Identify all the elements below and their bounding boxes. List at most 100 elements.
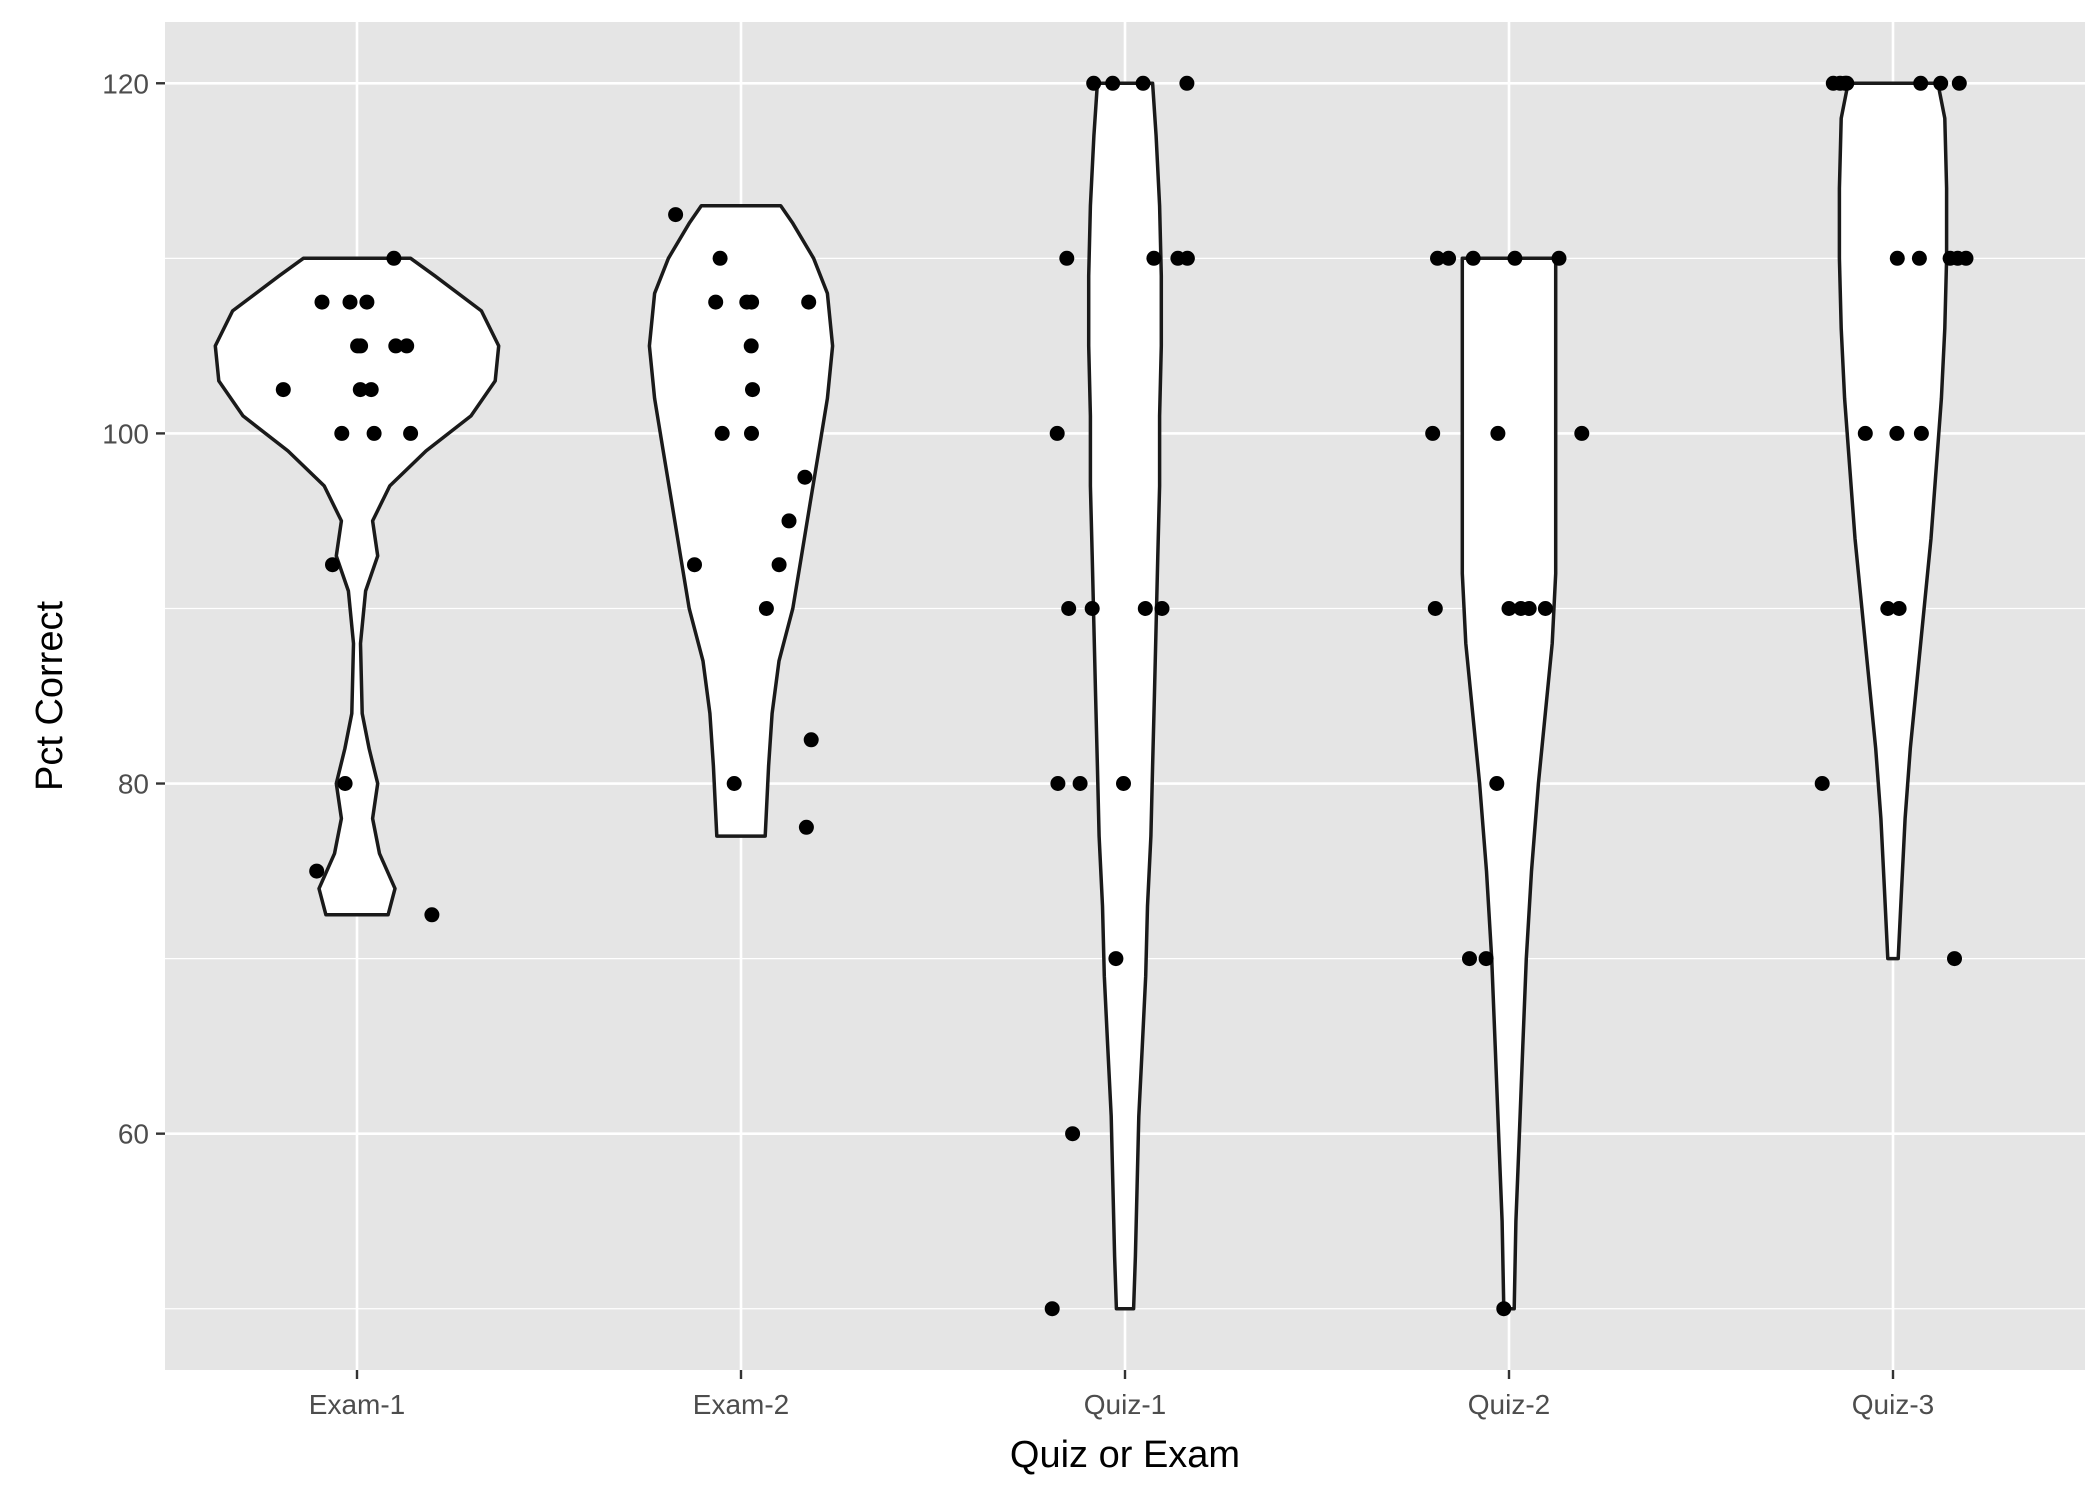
data-point xyxy=(1049,425,1065,441)
data-point xyxy=(1825,75,1841,91)
data-point xyxy=(1490,425,1506,441)
data-point xyxy=(803,732,819,748)
data-point xyxy=(1913,75,1929,91)
data-point xyxy=(1891,601,1907,616)
data-point xyxy=(714,425,730,441)
data-point xyxy=(1574,425,1590,441)
data-point xyxy=(1441,250,1457,266)
data-point xyxy=(366,425,382,441)
data-point xyxy=(712,250,728,266)
x-axis-title: Quiz or Exam xyxy=(1010,1434,1240,1476)
x-tick-label: Exam-2 xyxy=(693,1389,789,1420)
y-tick-label: 120 xyxy=(102,68,149,99)
data-point xyxy=(1880,601,1896,616)
data-point xyxy=(1170,250,1186,266)
data-point xyxy=(1951,75,1967,91)
data-point xyxy=(1837,75,1853,91)
data-point xyxy=(744,294,760,310)
point-layer xyxy=(275,75,1974,1317)
data-point xyxy=(1551,250,1567,266)
data-point xyxy=(386,250,402,266)
data-point xyxy=(726,776,742,791)
data-point xyxy=(309,863,325,879)
data-point xyxy=(1044,1301,1060,1317)
y-tick-label: 60 xyxy=(118,1119,149,1150)
data-point xyxy=(1146,250,1162,266)
data-point xyxy=(1521,601,1537,616)
y-tick-label: 100 xyxy=(102,418,149,449)
data-point xyxy=(359,294,375,310)
data-point xyxy=(781,513,797,529)
data-point xyxy=(668,207,684,223)
data-point xyxy=(1154,601,1170,616)
x-tick-label: Quiz-2 xyxy=(1468,1389,1550,1420)
data-point xyxy=(1496,1301,1512,1317)
y-tick-label: 80 xyxy=(118,769,149,800)
data-point xyxy=(1050,776,1066,791)
data-point xyxy=(403,425,419,441)
data-point xyxy=(1137,601,1153,616)
data-point xyxy=(1489,776,1505,791)
data-point xyxy=(1084,601,1100,616)
data-point xyxy=(353,338,369,354)
data-point xyxy=(1105,75,1121,91)
data-point xyxy=(1889,425,1905,441)
data-point xyxy=(1465,250,1481,266)
data-point xyxy=(325,557,340,573)
violin-exam-1 xyxy=(213,256,501,917)
x-tick-label: Quiz-3 xyxy=(1852,1389,1934,1420)
data-point xyxy=(708,294,724,310)
x-tick-label: Exam-1 xyxy=(309,1389,405,1420)
data-point xyxy=(1537,601,1553,616)
x-tick-label: Quiz-1 xyxy=(1084,1389,1166,1420)
data-point xyxy=(1427,601,1443,616)
data-point xyxy=(1478,951,1494,967)
data-point xyxy=(1179,75,1195,91)
data-point xyxy=(797,469,813,485)
data-point xyxy=(798,819,814,835)
data-point xyxy=(363,382,379,398)
data-point xyxy=(687,557,702,573)
data-point xyxy=(771,557,787,573)
data-point xyxy=(1814,776,1830,791)
data-point xyxy=(743,338,759,354)
data-point xyxy=(334,425,350,441)
data-point xyxy=(1913,425,1929,441)
data-point xyxy=(1116,776,1131,791)
data-point xyxy=(352,382,368,398)
data-point xyxy=(1911,250,1927,266)
data-point xyxy=(1072,776,1088,791)
data-point xyxy=(1065,1126,1081,1142)
data-point xyxy=(399,338,415,354)
data-point xyxy=(1061,601,1077,616)
data-point xyxy=(758,601,774,616)
data-point xyxy=(1501,601,1517,616)
data-point xyxy=(1108,951,1124,967)
data-point xyxy=(1425,425,1441,441)
data-point xyxy=(1950,250,1966,266)
data-point xyxy=(1947,951,1962,967)
data-point xyxy=(1889,250,1905,266)
data-point xyxy=(1135,75,1151,91)
data-point xyxy=(1430,250,1445,266)
data-point xyxy=(388,338,404,354)
data-point xyxy=(337,776,353,791)
data-point xyxy=(1507,250,1523,266)
data-point xyxy=(314,294,330,310)
data-point xyxy=(745,382,760,398)
data-point xyxy=(744,425,759,441)
data-point xyxy=(1933,75,1949,91)
y-axis-title: Pct Correct xyxy=(29,601,71,791)
data-point xyxy=(801,294,817,310)
data-point xyxy=(1857,425,1873,441)
y-axis: 60 80 100 120 xyxy=(102,68,165,1150)
x-axis: Exam-1 Exam-2 Quiz-1 Quiz-2 Quiz-3 xyxy=(309,1370,1934,1420)
data-point xyxy=(424,907,440,923)
data-point xyxy=(342,294,358,310)
data-point xyxy=(275,382,291,398)
data-point xyxy=(1086,75,1102,91)
data-point xyxy=(1462,951,1477,967)
violin-exam-2 xyxy=(647,204,835,838)
data-point xyxy=(1059,250,1075,266)
